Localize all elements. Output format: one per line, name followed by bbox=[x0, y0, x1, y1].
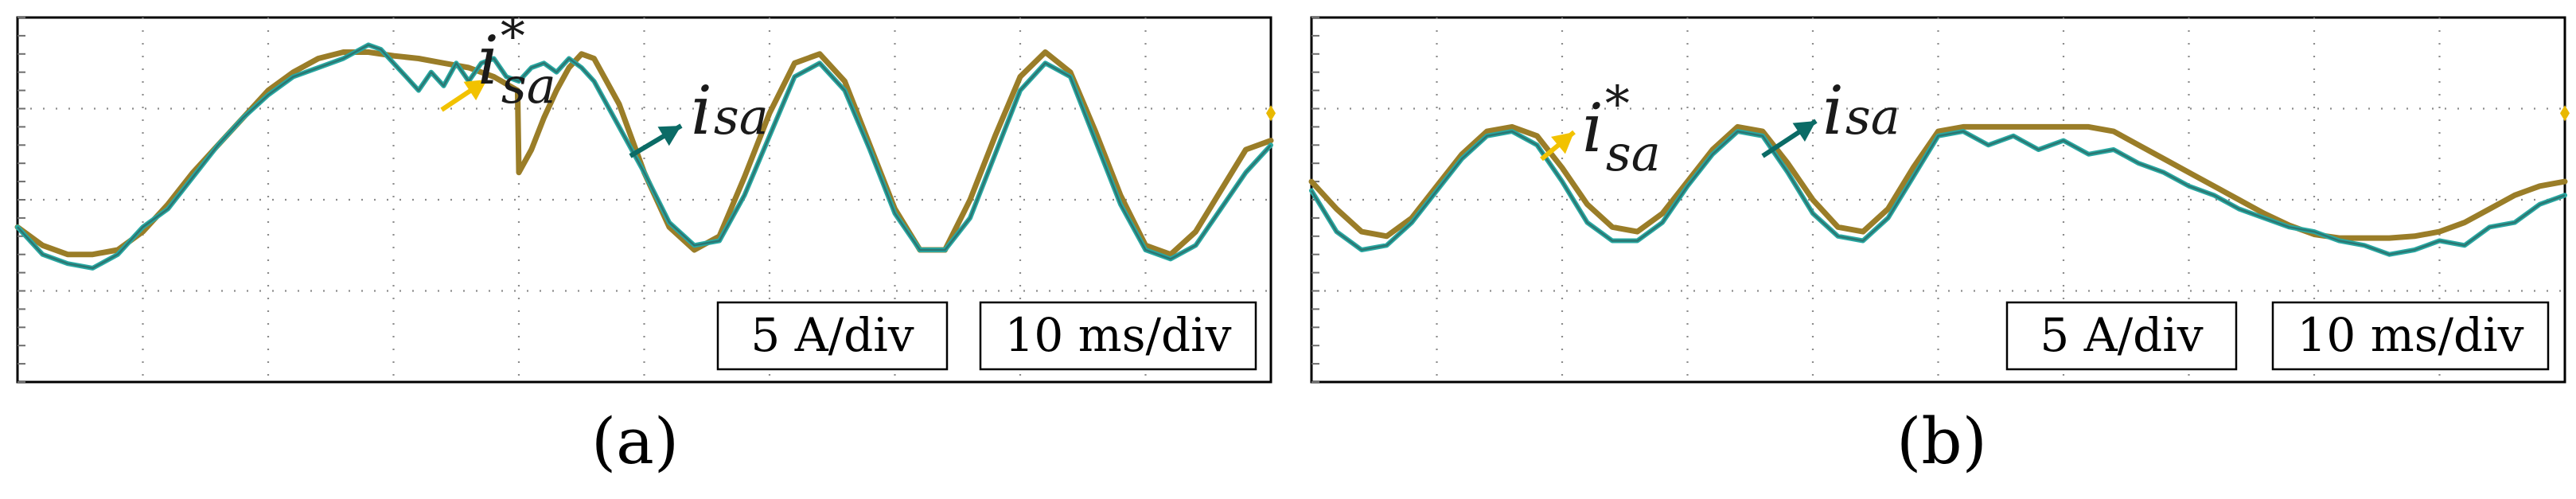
panel-a-time-scale-box bbox=[979, 301, 1257, 371]
panel-b-time-scale-box bbox=[2271, 301, 2550, 371]
b-trace-measured-edge bbox=[1310, 130, 2566, 255]
panel-b-annotations: i* sa isa bbox=[1540, 72, 2570, 182]
panel-b-traces bbox=[1308, 123, 2568, 257]
b-series-symbol: i* sa bbox=[1582, 75, 1661, 182]
a-series-label-measured: isa bbox=[629, 72, 769, 158]
panel-b-current-scale: 5 A/div bbox=[2005, 301, 2238, 371]
panel-a-annotations: i* sa isa bbox=[440, 7, 1276, 158]
panel-a-label: (a) bbox=[591, 404, 679, 478]
b-series-symbol: isa bbox=[1822, 72, 1900, 150]
panel-a-current-scale: 5 A/div bbox=[716, 301, 949, 371]
panel-a-current-scale-label: 5 A/div bbox=[750, 308, 914, 362]
a-arrow-head bbox=[463, 80, 487, 101]
b-arrow-head bbox=[1551, 132, 1574, 154]
b-trigger-marker bbox=[2560, 105, 2570, 122]
panel-a-current-scale-box bbox=[716, 301, 949, 371]
b-arrow-head bbox=[1792, 121, 1816, 142]
a-series-symbol: i* sa bbox=[477, 7, 556, 115]
panel-a-grid bbox=[18, 17, 1271, 383]
b-series-label-measured: isa bbox=[1761, 72, 1900, 158]
panel-b-label: (b) bbox=[1896, 404, 1987, 478]
a-arrow-head bbox=[657, 126, 681, 146]
panel-b-current-scale-label: 5 A/div bbox=[2040, 308, 2203, 362]
b-trace-reference bbox=[1308, 123, 2568, 241]
panel-b: i* sa isa 5 A/div 10 ms/div (b) bbox=[1308, 16, 2570, 478]
panel-a-time-scale: 10 ms/div bbox=[979, 301, 1257, 371]
a-series-label-reference: i* sa bbox=[440, 7, 556, 115]
panel-a: i* sa isa 5 A/div 10 ms/div (a) bbox=[14, 7, 1276, 478]
b-series-label-reference: i* sa bbox=[1540, 75, 1661, 182]
a-trigger-marker bbox=[1266, 105, 1276, 122]
panel-b-time-scale-label: 10 ms/div bbox=[2297, 308, 2524, 362]
panel-a-traces bbox=[14, 42, 1274, 271]
a-trace-measured-edge bbox=[17, 44, 1272, 270]
a-series-symbol: isa bbox=[691, 72, 769, 150]
panel-b-current-scale-box bbox=[2005, 301, 2238, 371]
panel-a-time-scale-label: 10 ms/div bbox=[1005, 308, 1232, 362]
panel-b-time-scale: 10 ms/div bbox=[2271, 301, 2550, 371]
